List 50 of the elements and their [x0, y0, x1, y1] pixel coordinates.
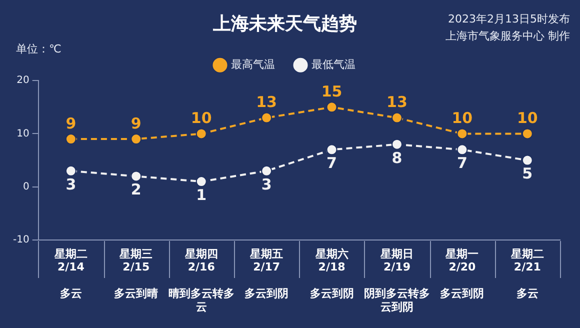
point	[65, 134, 76, 145]
y-tick-label: 0	[22, 181, 30, 192]
point	[261, 165, 272, 176]
text: 2023年2月13日5时发布	[448, 12, 570, 26]
data-label: 10	[452, 109, 473, 128]
y-tick-label: 20	[16, 75, 30, 86]
point	[391, 112, 402, 124]
data-label: 7	[456, 154, 468, 172]
category-label: 星期五 2/17 多云到阴	[244, 247, 289, 300]
data-label: 9	[66, 114, 76, 132]
point	[456, 144, 468, 156]
text: 上海市气象服务中心 制作	[446, 29, 570, 42]
data-label: 3	[66, 175, 76, 194]
legend-label: 最低气温	[312, 58, 356, 71]
data-label: 13	[256, 93, 277, 112]
data-label: 13	[386, 93, 408, 112]
data-label: 7	[326, 154, 337, 172]
y-axis-title: 单位：℃	[16, 42, 62, 56]
point	[522, 128, 533, 140]
point	[130, 170, 142, 182]
category-label: 星期四 2/16 晴到多云转多云	[168, 247, 234, 314]
data-label: 9	[130, 114, 142, 132]
point	[326, 144, 338, 156]
y-tick-label: 10	[16, 128, 30, 140]
point	[130, 134, 142, 145]
category-label: 星期六 2/18 多云到阴	[310, 247, 354, 300]
data-label: 2	[130, 180, 142, 199]
point	[456, 128, 468, 140]
data-label: 15	[321, 82, 342, 101]
category-label: 星期二 2/14 多云	[54, 247, 88, 300]
category-label: 星期一 2/20 多云到阴	[440, 247, 484, 300]
point	[261, 112, 272, 124]
data-label: 10	[516, 109, 538, 128]
data-label: 1	[196, 186, 207, 204]
data-label: 8	[392, 148, 402, 167]
category-label: 星期三 2/15 多云到晴	[114, 247, 158, 300]
point	[196, 176, 207, 188]
y-tick-label: -10	[12, 234, 30, 246]
point	[326, 102, 338, 113]
category-label: 星期二 2/21 多云	[510, 247, 544, 300]
data-label: 10	[190, 109, 212, 128]
data-label: 5	[522, 164, 533, 183]
chart-title: 上海未来天气趋势	[212, 13, 357, 34]
point	[65, 165, 76, 176]
point	[391, 138, 402, 150]
point	[522, 154, 533, 166]
point	[196, 128, 207, 140]
legend-label: 最高气温	[231, 58, 275, 71]
category-label: 星期日 2/19 阴到多云转多云到阴	[364, 247, 430, 314]
data-label: 3	[261, 175, 272, 194]
